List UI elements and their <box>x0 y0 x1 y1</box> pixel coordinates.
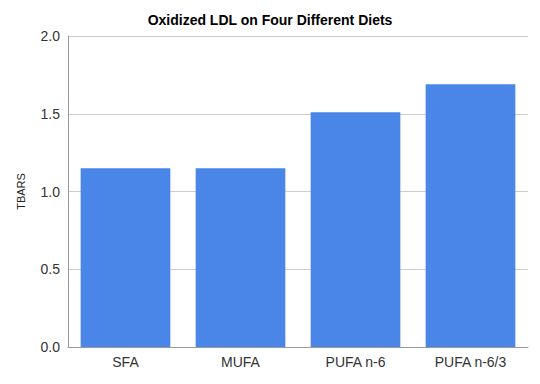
svg-text:MUFA: MUFA <box>221 354 261 370</box>
svg-text:TBARS: TBARS <box>15 173 27 210</box>
svg-text:PUFA n-6/3: PUFA n-6/3 <box>435 354 507 370</box>
svg-text:PUFA n-6: PUFA n-6 <box>326 354 386 370</box>
svg-text:1.0: 1.0 <box>41 184 61 200</box>
svg-text:SFA: SFA <box>112 354 139 370</box>
svg-text:0.0: 0.0 <box>41 339 61 355</box>
svg-text:1.5: 1.5 <box>41 106 61 122</box>
svg-text:0.5: 0.5 <box>41 261 61 277</box>
svg-text:2.0: 2.0 <box>41 28 61 44</box>
svg-text:Oxidized LDL on Four Different: Oxidized LDL on Four Different Diets <box>148 12 393 28</box>
